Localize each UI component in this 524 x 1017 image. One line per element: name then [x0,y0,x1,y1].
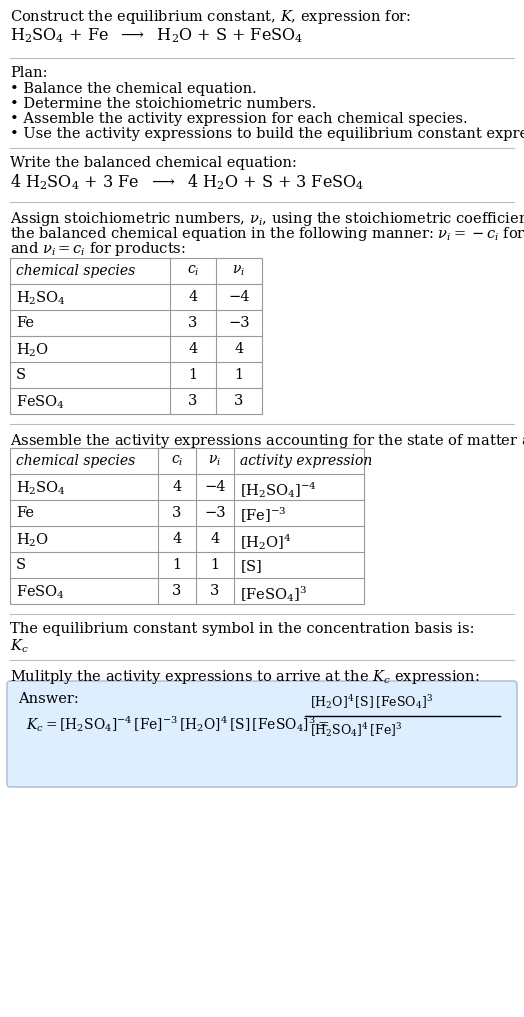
Text: S: S [16,558,26,572]
Text: • Balance the chemical equation.: • Balance the chemical equation. [10,82,257,96]
Text: −4: −4 [204,480,226,494]
Text: activity expression: activity expression [240,454,372,468]
Text: 3: 3 [172,506,182,520]
Text: S: S [16,368,26,382]
Text: −4: −4 [228,290,250,304]
Text: 4: 4 [188,342,198,356]
Text: $c_i$: $c_i$ [187,264,199,279]
Text: Plan:: Plan: [10,66,48,80]
Text: 4: 4 [234,342,244,356]
Text: 4: 4 [172,532,182,546]
Text: • Determine the stoichiometric numbers.: • Determine the stoichiometric numbers. [10,97,316,111]
Bar [10,258,262,414]
Text: Write the balanced chemical equation:: Write the balanced chemical equation: [10,156,297,170]
Text: $\nu_i$: $\nu_i$ [233,264,246,279]
Text: 4: 4 [210,532,220,546]
Text: $c_i$: $c_i$ [171,454,183,469]
Bar [10,448,364,604]
Text: Assign stoichiometric numbers, $\nu_i$, using the stoichiometric coefficients, $: Assign stoichiometric numbers, $\nu_i$, … [10,210,524,228]
Text: −3: −3 [228,316,250,330]
Text: 3: 3 [188,316,198,330]
Text: Construct the equilibrium constant, $K$, expression for:: Construct the equilibrium constant, $K$,… [10,8,411,26]
Text: 4: 4 [188,290,198,304]
Text: $K_c$: $K_c$ [10,638,29,655]
Text: Fe: Fe [16,316,34,330]
Text: $\mathregular{H_2O}$: $\mathregular{H_2O}$ [16,342,49,359]
Text: 4 $\mathregular{H_2SO_4}$ + 3 Fe  $\longrightarrow$  4 $\mathregular{H_2O}$ + S : 4 $\mathregular{H_2SO_4}$ + 3 Fe $\longr… [10,172,364,191]
Text: $\mathregular{[Fe]^{-3}}$: $\mathregular{[Fe]^{-3}}$ [240,506,287,525]
Text: $\mathregular{[S]}$: $\mathregular{[S]}$ [240,558,262,575]
Text: $\nu_i$: $\nu_i$ [209,454,222,469]
Text: 1: 1 [234,368,244,382]
Text: Mulitply the activity expressions to arrive at the $K_c$ expression:: Mulitply the activity expressions to arr… [10,668,479,686]
Text: Assemble the activity expressions accounting for the state of matter and $\nu_i$: Assemble the activity expressions accoun… [10,432,524,450]
Text: and $\nu_i = c_i$ for products:: and $\nu_i = c_i$ for products: [10,240,186,258]
Text: The equilibrium constant symbol in the concentration basis is:: The equilibrium constant symbol in the c… [10,622,475,636]
Text: 3: 3 [234,394,244,408]
Text: Fe: Fe [16,506,34,520]
Text: $\mathregular{FeSO_4}$: $\mathregular{FeSO_4}$ [16,584,65,601]
Text: 1: 1 [189,368,198,382]
Text: chemical species: chemical species [16,264,135,278]
Text: $\mathregular{H_2SO_4}$ + Fe  $\longrightarrow$  $\mathregular{H_2O}$ + S + $\ma: $\mathregular{H_2SO_4}$ + Fe $\longright… [10,26,303,45]
Text: chemical species: chemical species [16,454,135,468]
Text: $\mathregular{[H_2O]^4\,[S]\,[FeSO_4]^3}$: $\mathregular{[H_2O]^4\,[S]\,[FeSO_4]^3}… [310,693,433,711]
Text: 1: 1 [211,558,220,572]
Text: 1: 1 [172,558,181,572]
Text: $\mathregular{[H_2SO_4]^{-4}}$: $\mathregular{[H_2SO_4]^{-4}}$ [240,480,317,499]
Text: • Use the activity expressions to build the equilibrium constant expression.: • Use the activity expressions to build … [10,127,524,141]
Text: Answer:: Answer: [18,692,79,706]
Text: • Assemble the activity expression for each chemical species.: • Assemble the activity expression for e… [10,112,467,126]
Text: 3: 3 [188,394,198,408]
Text: $\mathregular{H_2SO_4}$: $\mathregular{H_2SO_4}$ [16,290,66,307]
Text: $\mathregular{H_2SO_4}$: $\mathregular{H_2SO_4}$ [16,480,66,497]
Text: $K_c = \mathregular{[H_2SO_4]^{-4}\,[Fe]^{-3}\,[H_2O]^{4}\,[S]\,[FeSO_4]^{3}}$$ : $K_c = \mathregular{[H_2SO_4]^{-4}\,[Fe]… [26,714,330,733]
Text: $\mathregular{H_2O}$: $\mathregular{H_2O}$ [16,532,49,549]
Text: 3: 3 [210,584,220,598]
Text: $\mathregular{[H_2SO_4]^4\,[Fe]^3}$: $\mathregular{[H_2SO_4]^4\,[Fe]^3}$ [310,721,402,739]
Text: $\mathregular{[FeSO_4]^{3}}$: $\mathregular{[FeSO_4]^{3}}$ [240,584,307,604]
Text: 3: 3 [172,584,182,598]
Text: −3: −3 [204,506,226,520]
Text: $\mathregular{FeSO_4}$: $\mathregular{FeSO_4}$ [16,394,65,412]
Text: 4: 4 [172,480,182,494]
FancyBboxPatch shape [7,681,517,787]
Text: $\mathregular{[H_2O]^{4}}$: $\mathregular{[H_2O]^{4}}$ [240,532,291,551]
Text: the balanced chemical equation in the following manner: $\nu_i = -c_i$ for react: the balanced chemical equation in the fo… [10,225,524,243]
